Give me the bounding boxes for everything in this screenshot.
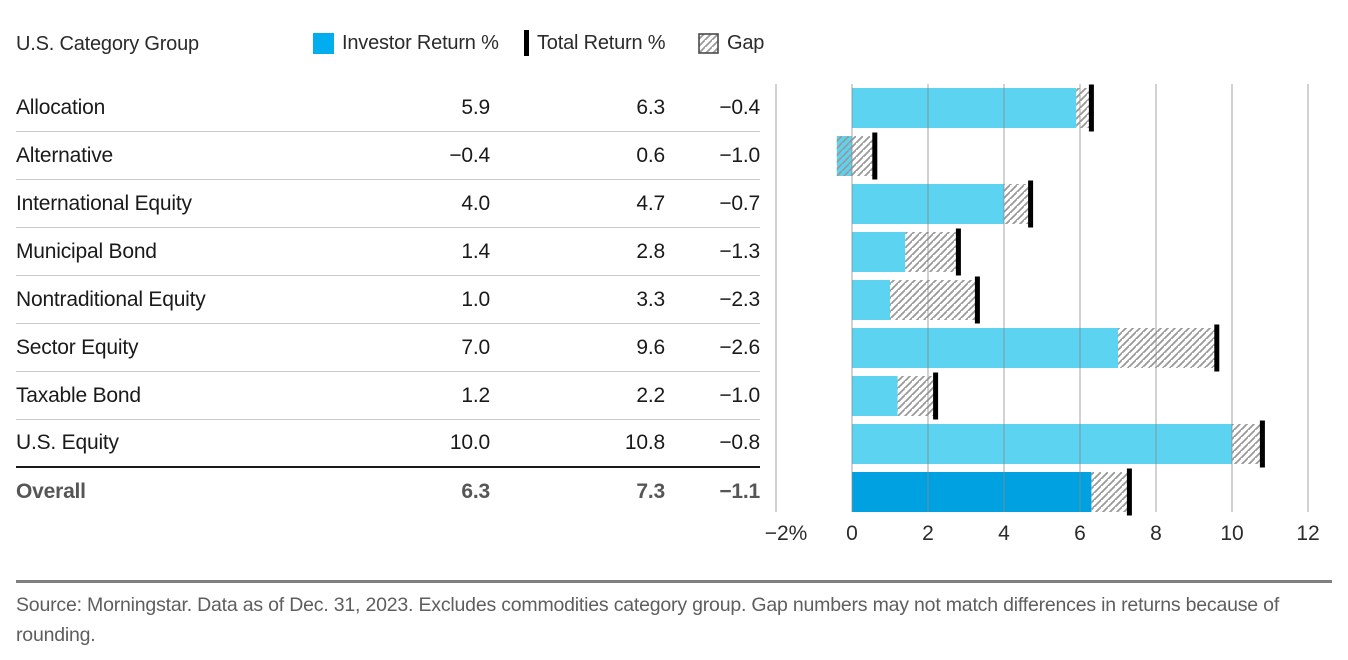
legend-item-total: Total Return % [524, 29, 666, 57]
investor-return-swatch-icon [313, 32, 334, 54]
total-value: 6.3 [636, 95, 665, 119]
total-return-marker [1259, 420, 1265, 468]
legend-investor-label: Investor Return % [342, 31, 499, 54]
table-row: Sector Equity 7.0 9.6 −2.6 [16, 324, 760, 372]
total-return-marker [933, 372, 939, 420]
total-value: 9.6 [636, 335, 665, 359]
gap-value: −1.0 [719, 383, 760, 407]
row-label: Alternative [16, 143, 114, 167]
gap-value: −2.6 [719, 335, 760, 359]
row-label: Taxable Bond [16, 383, 141, 407]
legend-item-gap: Gap [698, 29, 764, 57]
gap-value: −1.3 [719, 239, 760, 263]
row-label: Overall [16, 480, 86, 503]
x-axis-label: −2% [765, 522, 808, 545]
bar-chart-svg: −2% 0 2 4 6 8 10 12 [765, 84, 1320, 545]
gap-value: −1.1 [719, 480, 760, 503]
bars-group [836, 88, 1263, 512]
table-row: Allocation 5.9 6.3 −0.4 [16, 84, 760, 132]
legend-gap-label: Gap [727, 31, 765, 54]
investor-return-bar [852, 424, 1232, 464]
x-axis-label: 8 [1150, 522, 1162, 545]
gap-hatch-swatch-icon [698, 32, 719, 54]
total-value: 10.8 [624, 431, 665, 454]
investor-value: 7.0 [461, 335, 490, 359]
x-axis-label: 4 [998, 522, 1010, 545]
table-row: Taxable Bond 1.2 2.2 −1.0 [16, 372, 760, 420]
investor-value: 5.9 [461, 95, 490, 119]
investor-return-bar [852, 328, 1118, 368]
table-row: Nontraditional Equity 1.0 3.3 −2.3 [16, 276, 760, 324]
total-value: 3.3 [636, 287, 665, 311]
legend-total-label: Total Return % [537, 31, 666, 54]
total-value: 0.6 [636, 143, 665, 167]
gap-value: −0.8 [719, 431, 760, 454]
investor-value: 1.4 [461, 239, 490, 263]
row-label: U.S. Equity [16, 431, 119, 454]
gap-hatch-bar [836, 136, 875, 176]
gap-hatch-bar [1118, 328, 1217, 368]
x-axis-label: 2 [922, 522, 934, 545]
investor-return-bar [852, 232, 906, 272]
x-axis-label: 10 [1220, 522, 1243, 545]
investor-value: −0.4 [449, 143, 490, 167]
total-return-marker [1126, 468, 1132, 516]
gap-value: −0.7 [719, 191, 760, 215]
investor-value: 1.0 [461, 287, 490, 311]
table-row: Alternative −0.4 0.6 −1.0 [16, 132, 760, 180]
row-label: Municipal Bond [16, 239, 157, 263]
investor-value: 10.0 [449, 431, 490, 454]
investor-return-bar [852, 88, 1077, 128]
row-label: Allocation [16, 95, 106, 119]
returns-bar-chart: −2% 0 2 4 6 8 10 12 [730, 80, 1348, 570]
gap-hatch-bar [1232, 424, 1263, 464]
x-axis-label: 0 [846, 522, 858, 545]
total-return-marker-icon [524, 30, 529, 56]
gap-hatch-bar [905, 232, 959, 272]
gap-value: −0.4 [719, 95, 760, 119]
total-return-markers-group [872, 84, 1265, 516]
investor-return-bar [852, 376, 898, 416]
row-label: International Equity [16, 191, 192, 215]
investor-value: 6.3 [461, 480, 490, 503]
investor-return-bar [852, 472, 1092, 512]
investor-value: 4.0 [461, 191, 490, 215]
page-title: U.S. Category Group [16, 33, 199, 55]
row-label: Nontraditional Equity [16, 287, 206, 311]
table-row: Overall 6.3 7.3 −1.1 [16, 468, 760, 516]
total-return-marker [1214, 324, 1220, 372]
x-axis-labels-group: −2% 0 2 4 6 8 10 12 [765, 522, 1320, 545]
legend-item-investor: Investor Return % [313, 29, 499, 57]
investor-value: 1.2 [461, 383, 490, 407]
source-note: Source: Morningstar. Data as of Dec. 31,… [16, 594, 1280, 646]
total-return-marker [955, 228, 961, 276]
x-axis-label: 6 [1074, 522, 1086, 545]
gridlines-group [775, 84, 1309, 512]
total-value: 2.8 [636, 239, 665, 263]
total-value: 4.7 [636, 191, 665, 215]
table-row: International Equity 4.0 4.7 −0.7 [16, 180, 760, 228]
total-return-marker [974, 276, 980, 324]
total-return-marker [1088, 84, 1094, 132]
total-return-marker [1028, 180, 1034, 228]
x-axis-label: 12 [1296, 522, 1319, 545]
total-return-marker [872, 132, 878, 180]
table-row: U.S. Equity 10.0 10.8 −0.8 [16, 420, 760, 468]
total-value: 7.3 [636, 480, 665, 503]
gap-hatch-bar [890, 280, 978, 320]
gap-hatch-bar [1091, 472, 1130, 512]
total-value: 2.2 [636, 383, 665, 407]
row-label: Sector Equity [16, 335, 139, 359]
investor-return-bar [852, 280, 890, 320]
gap-hatch-bar [1004, 184, 1031, 224]
table-row: Municipal Bond 1.4 2.8 −1.3 [16, 228, 760, 276]
gap-value: −2.3 [719, 287, 760, 311]
gap-hatch-bar [897, 376, 936, 416]
returns-table: Allocation 5.9 6.3 −0.4 Alternative −0.4 0.6 −1… [16, 84, 760, 516]
footer-rule [16, 580, 1332, 583]
gap-value: −1.0 [719, 143, 760, 167]
